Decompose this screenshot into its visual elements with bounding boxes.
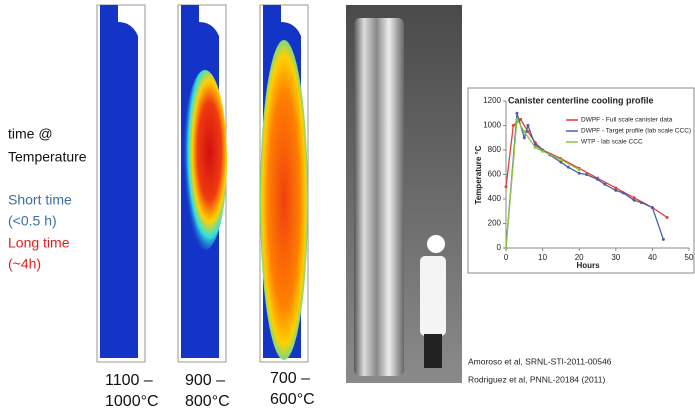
text: Temperature: [8, 149, 87, 165]
panel-label: 800°C: [185, 393, 230, 410]
chart-title: Canister centerline cooling profile: [508, 95, 654, 105]
panel-fill: [100, 5, 138, 358]
data-point: [650, 206, 654, 210]
data-point: [504, 185, 508, 189]
x-tick-label: 10: [538, 253, 547, 262]
data-point: [515, 117, 519, 121]
person-legs: [424, 334, 442, 368]
canister: [354, 18, 404, 376]
y-tick-label: 1000: [483, 121, 501, 130]
data-point: [632, 198, 636, 202]
text: time @: [8, 126, 53, 142]
data-point: [559, 160, 563, 164]
y-tick-label: 400: [488, 194, 502, 203]
data-point: [515, 111, 519, 115]
x-tick-label: 0: [504, 253, 509, 262]
data-point: [603, 182, 607, 186]
y-tick-label: 200: [488, 219, 502, 228]
person-coat: [420, 256, 446, 336]
data-point: [614, 188, 618, 192]
panel-label: 600°C: [270, 391, 315, 408]
data-point: [533, 146, 537, 150]
canister-photo: [346, 5, 462, 383]
data-point: [596, 177, 599, 181]
data-point: [632, 196, 636, 200]
text: (~4h): [8, 256, 41, 272]
citation: Rodriguez et al, PNNL-20184 (2011): [468, 374, 606, 384]
text: (<0.5 h): [8, 213, 57, 229]
y-tick-label: 600: [488, 170, 502, 179]
data-point: [526, 124, 530, 127]
data-point: [585, 173, 589, 176]
data-point: [504, 246, 508, 250]
legend-label: DWPF - Full scale canister data: [581, 117, 673, 124]
data-point: [614, 186, 618, 190]
data-point: [621, 191, 625, 195]
panel-label: 700 –: [270, 370, 310, 387]
data-point: [519, 117, 523, 121]
data-point: [511, 124, 515, 127]
data-point: [526, 130, 530, 134]
heat-zone: [260, 40, 308, 360]
x-tick-label: 50: [685, 253, 694, 262]
panel-label: 900 –: [185, 372, 225, 389]
heat-zone: [183, 70, 227, 250]
text: Short time: [8, 192, 72, 208]
legend-label: DWPF - Target profile (lab scale CCC): [581, 128, 691, 135]
panel-label: 1100 –: [105, 372, 153, 389]
y-tick-label: 0: [497, 243, 502, 252]
panel-label: 1000°C: [105, 393, 159, 410]
data-point: [639, 201, 643, 205]
data-point: [559, 158, 563, 162]
data-point: [522, 136, 526, 140]
y-tick-label: 800: [488, 145, 502, 154]
text: Long time: [8, 235, 70, 251]
person-helmet: [427, 235, 445, 253]
x-tick-label: 30: [611, 253, 620, 262]
y-axis-label: Temperature °C: [474, 145, 483, 204]
x-tick-label: 40: [648, 253, 657, 262]
data-point: [577, 168, 581, 172]
data-point: [661, 237, 665, 241]
data-point: [577, 171, 581, 175]
x-tick-label: 20: [575, 253, 584, 262]
data-point: [665, 215, 669, 219]
y-tick-label: 1200: [483, 96, 501, 105]
legend-label: WTP - lab scale CCC: [581, 139, 643, 146]
data-point: [541, 149, 545, 153]
simulation-panels: [96, 4, 309, 363]
data-point: [522, 130, 526, 134]
data-point: [566, 165, 570, 169]
x-axis-label: Hours: [576, 261, 600, 270]
citation: Amoroso et al, SRNL-STI-2011-00546: [468, 356, 612, 366]
